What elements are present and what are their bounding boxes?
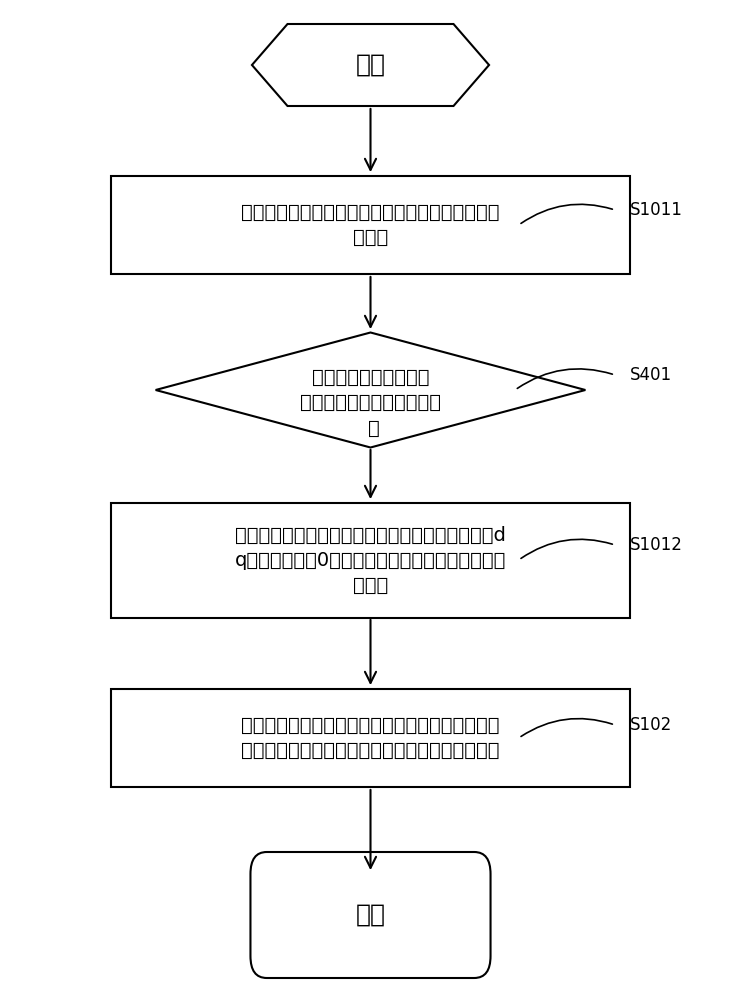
FancyBboxPatch shape (250, 852, 491, 978)
Text: 依据正反两个方向所对应的电流环输出值以及初始
位置角的预设初始值，计算得到初始位置角标定值: 依据正反两个方向所对应的电流环输出值以及初始 位置角的预设初始值，计算得到初始位… (242, 716, 499, 760)
Text: 在电机控制器工作于电流环模式且永磁同步电机的d
q轴电流指令为0时，获取相应方向所对应的电流环
输出值: 在电机控制器工作于电流环模式且永磁同步电机的d q轴电流指令为0时，获取相应方向… (235, 526, 506, 594)
Text: S102: S102 (630, 716, 672, 734)
Polygon shape (252, 24, 489, 106)
Text: 结束: 结束 (356, 903, 385, 927)
Bar (111, 689, 630, 787)
Text: 是: 是 (368, 418, 380, 438)
Polygon shape (156, 332, 585, 448)
FancyArrowPatch shape (517, 369, 612, 388)
Text: S1011: S1011 (630, 201, 682, 219)
Bar (111, 502, 630, 617)
Text: S1012: S1012 (630, 536, 682, 554)
FancyArrowPatch shape (521, 539, 612, 558)
Text: S401: S401 (630, 366, 672, 384)
Text: 分别控制永磁同步电机运行在正反两个方向上的特
定转速: 分别控制永磁同步电机运行在正反两个方向上的特 定转速 (242, 203, 499, 247)
Text: 永磁同步电机是否稳定
运行在相应方向的特定转速: 永磁同步电机是否稳定 运行在相应方向的特定转速 (300, 368, 441, 412)
Bar (111, 176, 630, 274)
Text: 开始: 开始 (356, 53, 385, 77)
FancyArrowPatch shape (521, 719, 612, 736)
FancyArrowPatch shape (521, 204, 612, 223)
